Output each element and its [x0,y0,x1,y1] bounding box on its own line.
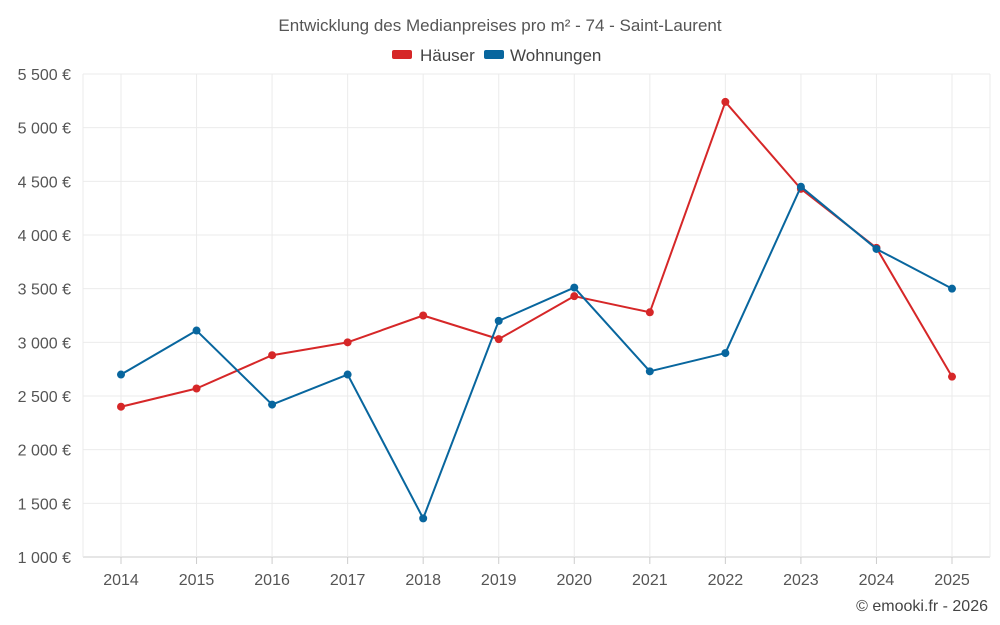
credit-text: © emooki.fr - 2026 [856,598,988,615]
y-tick-label: 2 500 € [18,389,71,406]
data-point-wohnungen[interactable] [645,367,654,376]
y-tick-label: 5 000 € [18,121,71,138]
y-tick-label: 4 000 € [18,228,71,245]
x-tick-label: 2023 [783,572,819,589]
data-point-haeuser[interactable] [192,384,201,393]
data-point-wohnungen[interactable] [117,370,125,379]
x-axis: 2014 2015 2016 2017 2018 2019 2020 2021 2022 2023… [103,557,970,589]
x-tick-label: 2020 [556,572,592,589]
data-point-haeuser[interactable] [948,372,956,381]
data-point-haeuser[interactable] [494,335,503,344]
series-line-wohnungen [120,185,953,520]
x-tick-label: 2025 [934,572,970,589]
data-point-haeuser[interactable] [117,402,125,411]
data-point-wohnungen[interactable] [343,370,352,379]
data-point-wohnungen[interactable] [192,326,201,335]
data-point-wohnungen[interactable] [268,400,277,409]
data-point-haeuser[interactable] [570,292,579,301]
x-tick-label: 2019 [481,572,517,589]
x-tick-label: 2015 [179,572,215,589]
x-tick-label: 2024 [859,572,895,589]
x-tick-label: 2014 [103,572,139,589]
chart-title: Entwicklung des Medianpreises pro m² - 7… [278,16,721,35]
data-point-wohnungen[interactable] [948,284,956,293]
y-tick-label: 2 000 € [18,443,71,460]
data-point-wohnungen[interactable] [419,514,428,523]
data-point-haeuser[interactable] [721,97,730,106]
data-point-haeuser[interactable] [343,338,352,347]
x-tick-label: 2018 [405,572,441,589]
y-tick-label: 1 000 € [18,550,71,567]
data-point-wohnungen[interactable] [721,349,730,358]
legend-swatch-haeuser [392,50,412,59]
y-tick-label: 1 500 € [18,496,71,513]
y-tick-label: 3 000 € [18,335,71,352]
y-tick-label: 3 500 € [18,282,71,299]
series-group [117,97,956,523]
x-tick-label: 2021 [632,572,668,589]
data-point-haeuser[interactable] [645,308,654,317]
data-point-haeuser[interactable] [419,311,428,320]
data-point-wohnungen[interactable] [796,182,805,191]
data-point-wohnungen[interactable] [570,283,579,292]
legend: Häuser Wohnungen [392,46,601,65]
x-tick-label: 2022 [708,572,744,589]
grid [82,73,991,558]
legend-swatch-wohnungen [484,50,504,59]
data-point-wohnungen[interactable] [872,244,881,253]
x-tick-label: 2016 [254,572,290,589]
legend-label-wohnungen[interactable]: Wohnungen [510,46,601,65]
y-axis: 1 000 € 1 500 € 2 000 € 2 500 € 3 000 € 3 500… [18,67,71,567]
data-point-haeuser[interactable] [268,351,277,360]
series-line-haeuser [120,100,953,408]
legend-label-haeuser[interactable]: Häuser [420,46,475,65]
x-tick-label: 2017 [330,572,366,589]
y-tick-label: 4 500 € [18,174,71,191]
y-tick-label: 5 500 € [18,67,71,84]
data-point-wohnungen[interactable] [494,316,503,325]
